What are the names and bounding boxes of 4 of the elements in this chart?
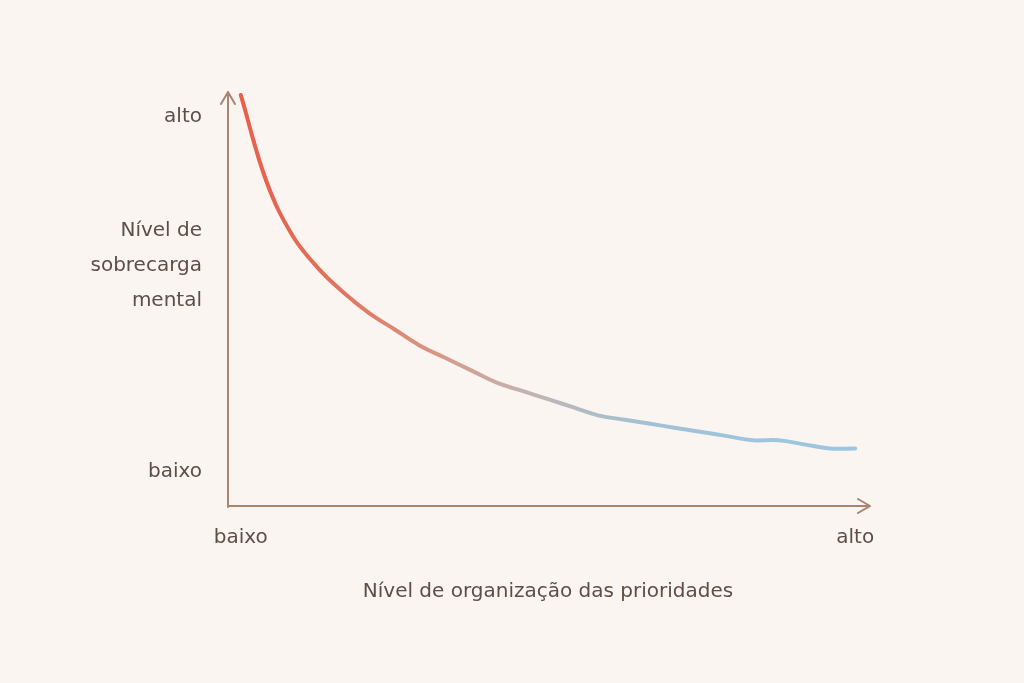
- x-axis-title: Nível de organização das prioridades: [362, 578, 734, 603]
- text: baixo: [148, 458, 202, 483]
- y-axis-title: Nível de sobrecarga mental: [90, 216, 202, 311]
- text: alto: [164, 103, 202, 128]
